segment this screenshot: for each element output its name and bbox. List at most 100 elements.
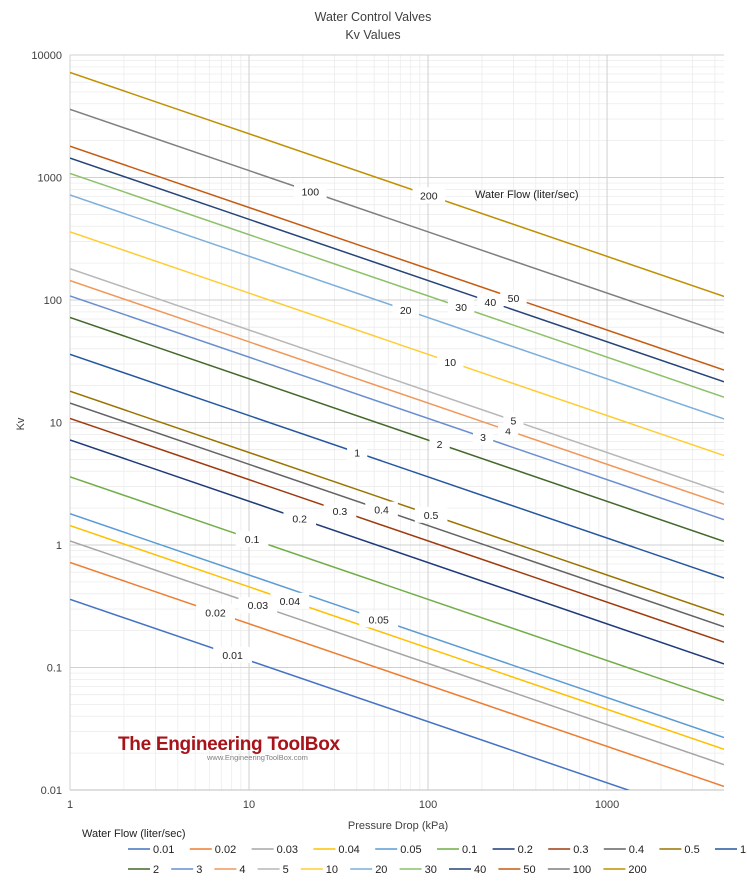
series-line-0.01 bbox=[70, 598, 631, 790]
chart-annotation: Water Flow (liter/sec) bbox=[475, 189, 579, 201]
legend-item-0.2: 0.2 bbox=[518, 844, 533, 856]
series-line-5 bbox=[70, 268, 724, 494]
legend-item-0.05: 0.05 bbox=[400, 844, 421, 856]
line-label-0.03: 0.03 bbox=[248, 600, 269, 612]
line-label-40: 40 bbox=[485, 297, 497, 309]
x-tick-label: 100 bbox=[419, 799, 437, 811]
series-line-30 bbox=[70, 172, 724, 398]
series-line-4 bbox=[70, 279, 724, 505]
legend-item-0.3: 0.3 bbox=[573, 844, 588, 856]
y-tick-label: 100 bbox=[44, 295, 62, 307]
series-line-labels: 0.010.020.03 0.040.050.10.20.3 0.4 0.512345… bbox=[196, 183, 527, 663]
series-line-0.2 bbox=[70, 439, 724, 665]
line-label-bg bbox=[238, 597, 278, 614]
legend-item-1: 1 bbox=[740, 844, 746, 856]
line-label-bg bbox=[392, 301, 419, 318]
y-tick-label: 0.01 bbox=[41, 785, 62, 797]
line-label-bg bbox=[500, 289, 527, 306]
y-axis-title: Kv bbox=[15, 417, 27, 430]
line-label-bg bbox=[347, 444, 368, 461]
line-label-bg bbox=[412, 187, 446, 204]
series-line-0.03 bbox=[70, 540, 724, 766]
legend-item-40: 40 bbox=[474, 864, 486, 876]
line-label-0.05: 0.05 bbox=[368, 614, 389, 626]
line-label-bg bbox=[437, 353, 464, 370]
x-tick-label: 1 bbox=[67, 799, 73, 811]
legend-item-0.04: 0.04 bbox=[338, 844, 359, 856]
line-label-0.04: 0.04 bbox=[280, 596, 301, 608]
line-label-2: 2 bbox=[437, 439, 443, 451]
line-label-0.4: 0.4 bbox=[374, 505, 389, 517]
line-label-0.2: 0.2 bbox=[292, 514, 307, 526]
line-label-50: 50 bbox=[508, 293, 520, 305]
line-label-10: 10 bbox=[444, 357, 456, 369]
legend-item-4: 4 bbox=[239, 864, 245, 876]
series-line-50 bbox=[70, 145, 724, 371]
series-line-40 bbox=[70, 157, 724, 383]
line-label-100: 100 bbox=[302, 187, 320, 199]
series-line-0.3 bbox=[70, 417, 724, 643]
line-label-bg bbox=[477, 293, 504, 310]
series-line-3 bbox=[70, 295, 724, 521]
legend-item-200: 200 bbox=[628, 864, 646, 876]
line-label-1: 1 bbox=[354, 448, 360, 460]
legend-item-0.03: 0.03 bbox=[277, 844, 298, 856]
watermark-logo: The Engineering ToolBox bbox=[118, 734, 341, 755]
legend-item-10: 10 bbox=[326, 864, 338, 876]
line-label-20: 20 bbox=[400, 305, 412, 317]
line-label-bg bbox=[365, 501, 398, 518]
line-label-0.01: 0.01 bbox=[222, 650, 243, 662]
line-label-bg bbox=[503, 412, 524, 429]
legend-item-5: 5 bbox=[283, 864, 289, 876]
line-label-bg bbox=[283, 510, 317, 527]
series-line-10 bbox=[70, 231, 724, 457]
legend-item-50: 50 bbox=[523, 864, 535, 876]
axis-tick-labels: 1 10 100 1000 0.01 0.1 1 10 100 1000 10000 bbox=[31, 50, 619, 811]
line-label-bg bbox=[323, 502, 357, 519]
line-label-bg bbox=[294, 183, 327, 200]
legend-item-0.1: 0.1 bbox=[462, 844, 477, 856]
chart-legend: 0.01 0.02 0.03 0.04 0.05 0.1 0.2 0.3 0.4 0.5 1 2 3 4 5… bbox=[128, 844, 746, 876]
legend-item-0.4: 0.4 bbox=[629, 844, 644, 856]
series-line-0.1 bbox=[70, 476, 724, 702]
line-label-bg bbox=[414, 506, 448, 523]
line-label-0.5: 0.5 bbox=[424, 510, 439, 522]
series-line-1 bbox=[70, 353, 724, 579]
chart-subtitle: Kv Values bbox=[345, 28, 400, 42]
line-label-0.1: 0.1 bbox=[245, 534, 260, 546]
series-line-200 bbox=[70, 71, 724, 298]
line-label-4: 4 bbox=[505, 425, 511, 437]
line-label-bg bbox=[196, 604, 235, 621]
legend-item-0.02: 0.02 bbox=[215, 844, 236, 856]
series-line-2 bbox=[70, 316, 724, 543]
line-label-3: 3 bbox=[480, 432, 486, 444]
major-gridlines bbox=[69, 54, 724, 791]
y-tick-label: 1000 bbox=[38, 173, 62, 185]
chart-title: Water Control Valves bbox=[315, 10, 432, 24]
series-line-100 bbox=[70, 108, 724, 334]
legend-title: Water Flow (liter/sec) bbox=[82, 828, 186, 840]
legend-item-100: 100 bbox=[573, 864, 591, 876]
legend-item-2: 2 bbox=[153, 864, 159, 876]
x-tick-label: 1000 bbox=[595, 799, 619, 811]
y-tick-label: 0.1 bbox=[47, 663, 62, 675]
legend-item-0.01: 0.01 bbox=[153, 844, 174, 856]
line-label-bg bbox=[447, 299, 475, 316]
x-tick-label: 10 bbox=[243, 799, 255, 811]
line-label-0.02: 0.02 bbox=[205, 607, 226, 619]
line-label-bg bbox=[235, 531, 269, 548]
x-axis-title: Pressure Drop (kPa) bbox=[348, 820, 448, 832]
line-label-bg bbox=[270, 592, 310, 609]
y-tick-label: 10 bbox=[50, 418, 62, 430]
watermark-url: www.EngineeringToolBox.com bbox=[206, 753, 308, 762]
line-label-5: 5 bbox=[511, 415, 517, 427]
legend-item-20: 20 bbox=[375, 864, 387, 876]
line-label-bg bbox=[472, 429, 494, 446]
line-label-bg bbox=[359, 611, 399, 628]
line-label-bg bbox=[429, 436, 450, 453]
legend-item-30: 30 bbox=[425, 864, 437, 876]
legend-item-0.5: 0.5 bbox=[684, 844, 699, 856]
line-label-200: 200 bbox=[420, 190, 438, 202]
